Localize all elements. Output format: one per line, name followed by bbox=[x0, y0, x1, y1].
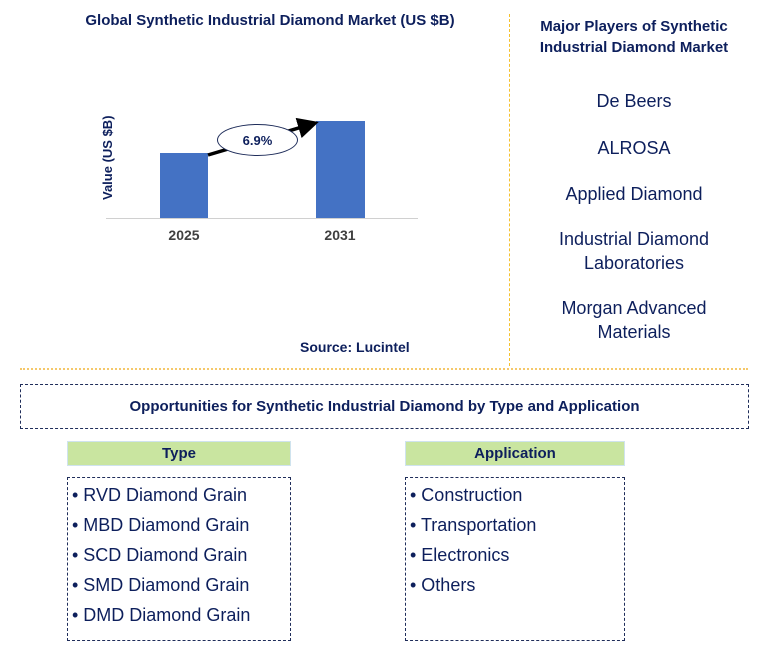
type-item: • MBD Diamond Grain bbox=[72, 515, 250, 535]
bar-2025 bbox=[160, 153, 208, 218]
player-item: De Beers bbox=[596, 91, 672, 111]
vertical-divider bbox=[509, 14, 510, 366]
type-item: • DMD Diamond Grain bbox=[72, 605, 251, 625]
player-item: Industrial Diamond Laboratories bbox=[558, 229, 710, 273]
application-header: Application bbox=[405, 441, 625, 466]
x-axis-line bbox=[106, 218, 418, 219]
type-item: • SMD Diamond Grain bbox=[72, 575, 250, 595]
players-title: Major Players of Synthetic Industrial Di… bbox=[539, 18, 729, 56]
type-list: • RVD Diamond Grain • MBD Diamond Grain … bbox=[67, 477, 291, 641]
application-item: • Transportation bbox=[410, 515, 537, 535]
type-item: • RVD Diamond Grain bbox=[72, 485, 248, 505]
player-item: ALROSA bbox=[597, 138, 671, 158]
horizontal-divider bbox=[20, 368, 748, 370]
application-item: • Others bbox=[410, 575, 476, 595]
application-list: • Construction • Transportation • Electr… bbox=[405, 477, 625, 641]
type-header: Type bbox=[67, 441, 291, 466]
bar-2031 bbox=[316, 121, 365, 218]
y-axis-label: Value (US $B) bbox=[100, 115, 115, 200]
source-label: Source: Lucintel bbox=[300, 339, 410, 355]
player-item: Morgan Advanced Materials bbox=[561, 298, 707, 342]
opportunities-title: Opportunities for Synthetic Industrial D… bbox=[20, 384, 749, 429]
x-tick-2031: 2031 bbox=[324, 227, 356, 243]
type-item: • SCD Diamond Grain bbox=[72, 545, 248, 565]
major-players-panel: Major Players of Synthetic Industrial Di… bbox=[512, 16, 756, 58]
cagr-badge: 6.9% bbox=[217, 124, 298, 156]
chart-title: Global Synthetic Industrial Diamond Mark… bbox=[85, 12, 455, 29]
player-item: Applied Diamond bbox=[565, 184, 703, 204]
application-item: • Electronics bbox=[410, 545, 510, 565]
application-item: • Construction bbox=[410, 485, 523, 505]
x-tick-2025: 2025 bbox=[168, 227, 200, 243]
